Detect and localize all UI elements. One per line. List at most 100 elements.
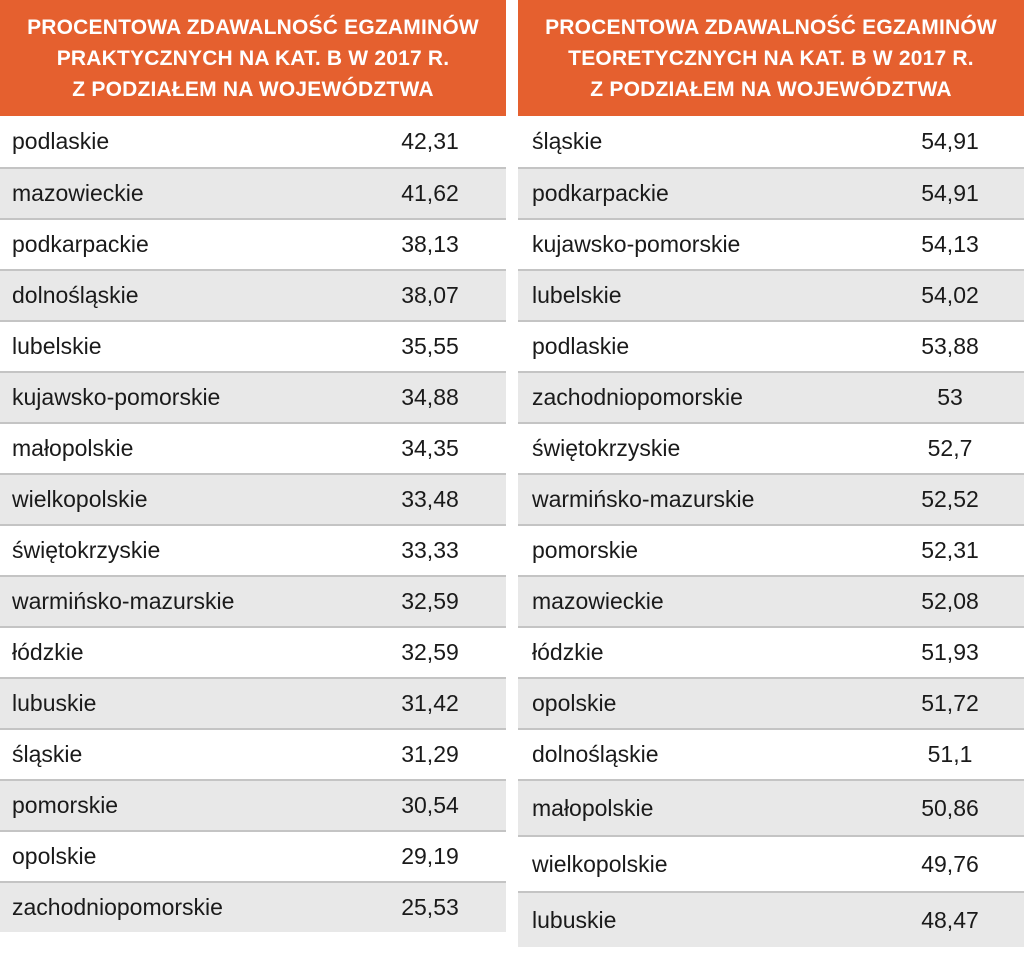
table-row: warmińsko-mazurskie 32,59 (0, 575, 506, 626)
pass-rate-value: 53,88 (921, 333, 979, 359)
pass-rate-value: 31,29 (401, 741, 459, 767)
voivodeship-name: świętokrzyskie (532, 435, 681, 461)
table-row: śląskie 31,29 (0, 728, 506, 779)
voivodeship-name: podkarpackie (12, 231, 149, 257)
theory-exam-table: PROCENTOWA ZDAWALNOŚĆ EGZAMINÓW TEORETYC… (518, 0, 1024, 947)
table-row: dolnośląskie 51,1 (518, 728, 1024, 779)
theory-exam-table-header: PROCENTOWA ZDAWALNOŚĆ EGZAMINÓW TEORETYC… (518, 0, 1024, 116)
table-row: małopolskie 34,35 (0, 422, 506, 473)
table-title-line: PROCENTOWA ZDAWALNOŚĆ EGZAMINÓW (545, 15, 997, 39)
table-row: podlaskie 42,31 (0, 116, 506, 167)
table-row: opolskie 29,19 (0, 830, 506, 881)
table-row: opolskie 51,72 (518, 677, 1024, 728)
practical-exam-table-header: PROCENTOWA ZDAWALNOŚĆ EGZAMINÓW PRAKTYCZ… (0, 0, 506, 116)
voivodeship-name: zachodniopomorskie (12, 894, 223, 920)
table-row: łódzkie 51,93 (518, 626, 1024, 677)
table-row: wielkopolskie 33,48 (0, 473, 506, 524)
pass-rate-value: 32,59 (401, 588, 459, 614)
voivodeship-name: śląskie (12, 741, 83, 767)
table-row: dolnośląskie 38,07 (0, 269, 506, 320)
voivodeship-name: pomorskie (532, 537, 639, 563)
table-row: lubelskie 35,55 (0, 320, 506, 371)
pass-rate-value: 33,33 (401, 537, 459, 563)
table-row: podkarpackie 54,91 (518, 167, 1024, 218)
table-row: kujawsko-pomorskie 34,88 (0, 371, 506, 422)
voivodeship-name: łódzkie (532, 639, 604, 665)
pass-rate-value: 52,31 (921, 537, 979, 563)
voivodeship-name: wielkopolskie (532, 850, 668, 877)
pass-rate-value: 53 (937, 384, 963, 410)
table-row: lubuskie 31,42 (0, 677, 506, 728)
table-row: mazowieckie 41,62 (0, 167, 506, 218)
voivodeship-name: warmińsko-mazurskie (12, 588, 235, 614)
pass-rate-value: 35,55 (401, 333, 459, 359)
pass-rate-value: 38,13 (401, 231, 459, 257)
table-title-line: PROCENTOWA ZDAWALNOŚĆ EGZAMINÓW (27, 15, 479, 39)
table-row: pomorskie 52,31 (518, 524, 1024, 575)
pass-rate-value: 49,76 (921, 850, 979, 877)
table-title-line: PRAKTYCZNYCH NA KAT. B W 2017 R. (56, 46, 450, 70)
table-row: zachodniopomorskie 53 (518, 371, 1024, 422)
voivodeship-name: podlaskie (12, 128, 110, 154)
pass-rate-value: 51,1 (927, 741, 973, 767)
table-row: warmińsko-mazurskie 52,52 (518, 473, 1024, 524)
voivodeship-name: lubuskie (12, 690, 97, 716)
pass-rate-value: 54,91 (921, 180, 979, 206)
pass-rate-value: 34,88 (401, 384, 459, 410)
voivodeship-name: podlaskie (532, 333, 630, 359)
pass-rate-value: 54,91 (921, 128, 979, 154)
table-row: śląskie 54,91 (518, 116, 1024, 167)
table-row: wielkopolskie 49,76 (518, 835, 1024, 891)
table-row: mazowieckie 52,08 (518, 575, 1024, 626)
voivodeship-name: pomorskie (12, 792, 119, 818)
pass-rate-value: 48,47 (921, 906, 979, 933)
voivodeship-name: opolskie (12, 843, 97, 869)
table-row: małopolskie 50,86 (518, 779, 1024, 835)
table-row: kujawsko-pomorskie 54,13 (518, 218, 1024, 269)
voivodeship-name: mazowieckie (532, 588, 664, 614)
table-row: lubuskie 48,47 (518, 891, 1024, 947)
pass-rate-value: 42,31 (401, 128, 459, 154)
table-row: świętokrzyskie 52,7 (518, 422, 1024, 473)
table-row: zachodniopomorskie 25,53 (0, 881, 506, 932)
voivodeship-name: dolnośląskie (532, 741, 659, 767)
pass-rate-value: 51,93 (921, 639, 979, 665)
pass-rate-value: 34,35 (401, 435, 459, 461)
voivodeship-name: dolnośląskie (12, 282, 139, 308)
table-title-line: TEORETYCZNYCH NA KAT. B W 2017 R. (568, 46, 974, 70)
voivodeship-name: łódzkie (12, 639, 84, 665)
voivodeship-name: małopolskie (12, 435, 134, 461)
pass-rate-value: 25,53 (401, 894, 459, 920)
voivodeship-name: małopolskie (532, 794, 654, 821)
pass-rate-value: 52,08 (921, 588, 979, 614)
table-row: pomorskie 30,54 (0, 779, 506, 830)
pass-rate-value: 50,86 (921, 794, 979, 821)
pass-rate-value: 54,02 (921, 282, 979, 308)
voivodeship-name: podkarpackie (532, 180, 669, 206)
voivodeship-name: mazowieckie (12, 180, 144, 206)
practical-exam-rows: podlaskie 42,31 mazowieckie 41,62 podkarpack… (0, 116, 506, 932)
pass-rate-value: 29,19 (401, 843, 459, 869)
pass-rate-value: 32,59 (401, 639, 459, 665)
pass-rate-value: 38,07 (401, 282, 459, 308)
pass-rate-value: 52,7 (927, 435, 973, 461)
pass-rate-value: 41,62 (401, 180, 459, 206)
voivodeship-name: kujawsko-pomorskie (532, 231, 741, 257)
voivodeship-name: świętokrzyskie (12, 537, 161, 563)
voivodeship-name: śląskie (532, 128, 603, 154)
voivodeship-name: opolskie (532, 690, 617, 716)
pass-rate-value: 30,54 (401, 792, 459, 818)
table-title-line: Z PODZIAŁEM NA WOJEWÓDZTWA (72, 77, 434, 101)
practical-exam-table: PROCENTOWA ZDAWALNOŚĆ EGZAMINÓW PRAKTYCZ… (0, 0, 506, 932)
voivodeship-name: kujawsko-pomorskie (12, 384, 221, 410)
pass-rate-value: 52,52 (921, 486, 979, 512)
pass-rate-value: 31,42 (401, 690, 459, 716)
table-row: świętokrzyskie 33,33 (0, 524, 506, 575)
table-title-line: Z PODZIAŁEM NA WOJEWÓDZTWA (590, 77, 952, 101)
table-row: podkarpackie 38,13 (0, 218, 506, 269)
table-row: łódzkie 32,59 (0, 626, 506, 677)
voivodeship-name: lubuskie (532, 906, 617, 933)
table-row: lubelskie 54,02 (518, 269, 1024, 320)
voivodeship-name: lubelskie (532, 282, 622, 308)
voivodeship-name: zachodniopomorskie (532, 384, 743, 410)
